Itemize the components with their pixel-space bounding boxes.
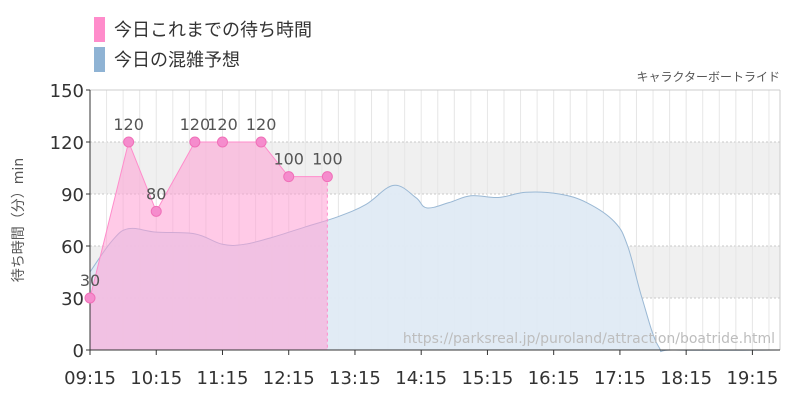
chart-marks	[84, 136, 333, 304]
data-label: 120	[113, 115, 144, 134]
axes	[86, 89, 780, 355]
y-tick-label: 90	[61, 185, 84, 206]
y-tick-label: 0	[73, 341, 84, 362]
legend-label: 今日これまでの待ち時間	[114, 20, 312, 41]
x-tick-label: 11:15	[197, 368, 249, 389]
x-tick-label: 14:15	[395, 368, 447, 389]
legend-item: 今日これまでの待ち時間	[94, 14, 312, 44]
legend-swatch-blue	[94, 46, 105, 72]
data-label: 30	[80, 271, 100, 290]
data-point	[283, 171, 295, 183]
y-axis-title: 待ち時間（分）min	[11, 157, 27, 283]
data-point	[150, 205, 162, 217]
y-tick-label: 150	[50, 81, 84, 102]
x-tick-label: 17:15	[594, 368, 646, 389]
actual-line	[89, 140, 328, 299]
data-label: 120	[207, 115, 238, 134]
x-tick-label: 13:15	[329, 368, 381, 389]
x-tick-label: 12:15	[263, 368, 315, 389]
data-point	[84, 292, 96, 304]
data-point	[216, 136, 228, 148]
tick-labels: 0 30 60 90 120 150 09:15 10:15 11:15 12:15 13:15 14…	[50, 81, 779, 389]
x-tick-label: 10:15	[130, 368, 182, 389]
legend-item: 今日の混雑予想	[94, 44, 312, 74]
legend: 今日これまでの待ち時間 今日の混雑予想	[94, 14, 312, 74]
y-tick-label: 30	[61, 289, 84, 310]
data-label: 120	[246, 115, 277, 134]
data-point	[255, 136, 267, 148]
y-tick-label: 120	[50, 133, 84, 154]
x-tick-label: 15:15	[462, 368, 514, 389]
x-tick-label: 19:15	[726, 368, 778, 389]
legend-swatch-pink	[94, 16, 105, 42]
x-tick-label: 18:15	[660, 368, 712, 389]
data-point	[189, 136, 201, 148]
data-point	[321, 171, 333, 183]
y-tick-label: 60	[61, 237, 84, 258]
source-url: https://parksreal.jp/puroland/attraction…	[403, 331, 775, 347]
chart-title: キャラクターボートライド	[636, 70, 780, 84]
chart-areas	[89, 140, 781, 353]
data-label: 120	[180, 115, 211, 134]
data-label: 100	[312, 150, 343, 169]
data-point	[123, 136, 135, 148]
legend-label: 今日の混雑予想	[114, 50, 240, 71]
data-label: 100	[273, 150, 304, 169]
x-tick-label: 09:15	[64, 368, 116, 389]
x-tick-label: 16:15	[528, 368, 580, 389]
data-label: 80	[146, 184, 166, 203]
